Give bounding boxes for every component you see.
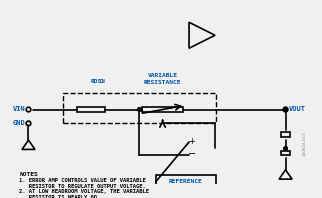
Text: RESISTOR TO REGULATE OUTPUT VOLTAGE.: RESISTOR TO REGULATE OUTPUT VOLTAGE.	[19, 184, 146, 189]
Text: VIN: VIN	[13, 106, 26, 112]
Text: GND: GND	[13, 120, 26, 126]
Text: 2. AT LOW HEADROOM VOLTAGE, THE VARIABLE: 2. AT LOW HEADROOM VOLTAGE, THE VARIABLE	[19, 189, 149, 194]
Text: NOTES: NOTES	[19, 172, 38, 177]
Text: RESISTOR IS NEARLY 0Ω.: RESISTOR IS NEARLY 0Ω.	[19, 195, 100, 198]
Bar	[281, 132, 290, 137]
Text: VOUT: VOUT	[289, 106, 306, 112]
Text: +: +	[188, 137, 195, 146]
Text: RDS: RDS	[91, 79, 102, 84]
Bar	[281, 151, 290, 155]
Text: ON: ON	[100, 79, 106, 84]
Text: 100824-013: 100824-013	[303, 131, 307, 156]
Text: REFERENCE: REFERENCE	[169, 179, 203, 184]
Text: −: −	[188, 149, 196, 159]
Bar	[142, 107, 184, 112]
Text: VARIABLE: VARIABLE	[147, 73, 178, 78]
Text: 1. ERROR AMP CONTROLS VALUE OF VARIABLE: 1. ERROR AMP CONTROLS VALUE OF VARIABLE	[19, 178, 146, 183]
Bar	[63, 93, 216, 123]
Bar	[156, 175, 216, 188]
Circle shape	[137, 108, 141, 111]
Circle shape	[284, 147, 288, 150]
Circle shape	[284, 108, 288, 111]
Bar	[77, 107, 105, 112]
Text: RESISTANCE: RESISTANCE	[144, 80, 181, 85]
